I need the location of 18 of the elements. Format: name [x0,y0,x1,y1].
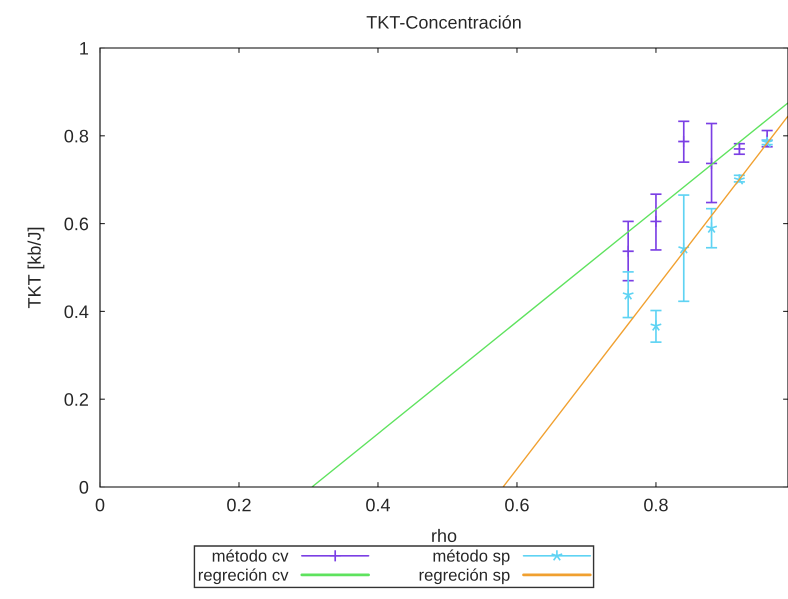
x-tick-label: 0.6 [505,498,529,512]
x-tick-label: 0.8 [644,498,668,512]
y-tick-label: 0.6 [64,218,88,230]
chart-title: TKT-Concentración [366,15,521,29]
legend-label: regreción sp [420,568,510,584]
legend-label: método sp [434,549,510,566]
legend-label: método cv [212,549,288,562]
y-axis-title: TKT [kb/J] [28,228,44,308]
x-axis-title: rho [432,528,456,542]
y-tick-label: 0.8 [64,130,88,143]
x-tick-label: 0 [96,498,104,512]
y-tick-label: 0.2 [64,393,88,406]
legend-label: regreción cv [198,568,288,584]
y-tick-label: 0.4 [64,305,88,318]
y-tick-label: 1 [80,42,88,55]
x-tick-label: 0.2 [227,498,251,512]
x-tick-label: 0.4 [366,498,390,512]
y-tick-label: 0 [80,480,88,494]
